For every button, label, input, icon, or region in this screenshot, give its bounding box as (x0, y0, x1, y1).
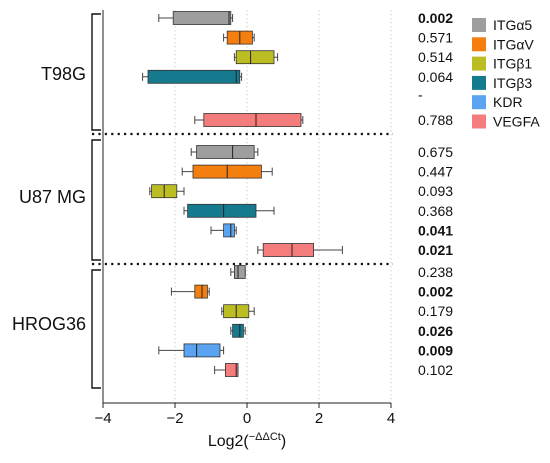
legend-swatch (472, 114, 486, 129)
p-value: 0.021 (418, 242, 453, 258)
x-axis: −4 −2 0 2 4 (94, 10, 395, 427)
legend-swatch (472, 37, 486, 52)
p-value: 0.179 (418, 303, 453, 319)
p-value: 0.788 (418, 112, 453, 128)
box-rect (262, 243, 315, 257)
box-ITGβ1 (233, 50, 279, 65)
group-label-1: U87 MG (19, 187, 86, 207)
legend-label: ITGβ3 (493, 75, 532, 91)
box-VEGFA (194, 113, 304, 127)
legend-label: ITGβ1 (493, 56, 532, 72)
box-rect (183, 343, 221, 358)
box-rect (172, 11, 232, 25)
legend-label: ITGα5 (493, 17, 532, 33)
p-value: 0.009 (418, 342, 453, 358)
legend-swatch (472, 75, 486, 90)
x-axis-title-close: ) (281, 433, 286, 450)
group-bracket (91, 139, 101, 261)
box-rect (187, 203, 257, 218)
x-tick-label: −2 (166, 410, 183, 427)
x-axis-title-main: Log2( (208, 433, 250, 450)
x-axis-title-superscript: −ΔΔCt (249, 431, 281, 443)
legend: ITGα5 ITGαV ITGβ1 ITGβ3 KDR VEGFA (472, 17, 540, 130)
box-rect (232, 323, 244, 338)
x-tick-label: 0 (243, 410, 251, 427)
box-VEGFA (257, 243, 343, 257)
legend-label: VEGFA (493, 114, 540, 130)
legend-label: KDR (493, 94, 523, 110)
box-ITGβ3 (183, 203, 275, 218)
box-ITGαV (170, 284, 210, 299)
p-value: 0.002 (418, 10, 453, 26)
box-rect (194, 284, 208, 299)
group-separators (92, 132, 393, 266)
legend-swatch (472, 56, 486, 71)
group-bracket (91, 269, 101, 389)
p-value: 0.064 (418, 69, 453, 85)
p-value: 0.447 (418, 164, 453, 180)
box-KDR (210, 223, 237, 238)
x-tick-label: 2 (315, 410, 323, 427)
legend-swatch (472, 18, 486, 32)
p-value: 0.238 (418, 264, 453, 280)
p-value: 0.093 (418, 183, 453, 199)
p-value: 0.102 (418, 362, 453, 378)
box-ITGαV (181, 164, 273, 179)
box-ITGβ1 (221, 304, 255, 319)
box-series (142, 11, 343, 377)
box-rect (233, 265, 246, 279)
box-rect (224, 363, 239, 377)
legend-label: ITGαV (493, 36, 534, 52)
box-ITGβ3 (230, 323, 246, 338)
box-rect (147, 69, 241, 84)
x-axis-title: Log2(−ΔΔCt) (208, 431, 286, 450)
box-ITGα5 (158, 11, 234, 25)
box-ITGαV (223, 30, 255, 45)
group-labels: T98G U87 MG HROG36 (12, 13, 101, 389)
box-KDR (158, 343, 225, 358)
p-value-column: 0.002 0.571 0.514 0.064- 0.788 0.675 0.447 0.09… (418, 10, 453, 378)
box-rect (196, 145, 255, 159)
p-value: 0.514 (418, 49, 453, 65)
box-ITGβ1 (149, 184, 185, 199)
x-tick-label: −4 (94, 410, 111, 427)
p-value: 0.368 (418, 203, 453, 219)
box-ITGα5 (230, 265, 246, 279)
x-tick-label: 4 (387, 410, 395, 427)
box-VEGFA (214, 363, 239, 377)
group-bracket (91, 13, 101, 131)
p-value: 0.041 (418, 222, 453, 238)
box-ITGα5 (190, 145, 259, 159)
p-value: - (418, 86, 423, 102)
box-rect (203, 113, 302, 127)
p-value: 0.675 (418, 144, 453, 160)
group-label-2: HROG36 (12, 314, 86, 334)
p-value: 0.002 (418, 284, 453, 300)
box-rect (223, 223, 235, 238)
p-value: 0.026 (418, 323, 453, 339)
legend-swatch (472, 95, 486, 110)
box-rect (235, 50, 275, 65)
group-label-0: T98G (41, 64, 86, 84)
box-ITGβ3 (142, 69, 243, 84)
p-value: 0.571 (418, 30, 453, 46)
